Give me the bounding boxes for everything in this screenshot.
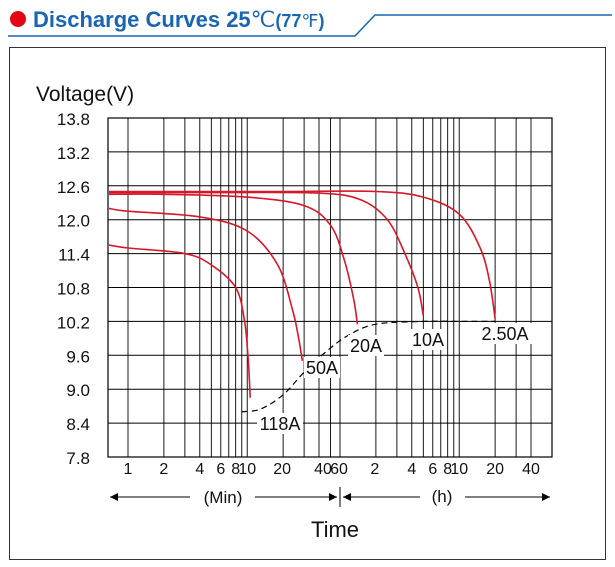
- y-tick-label: 12.0: [57, 212, 90, 231]
- x-tick-label-min: 2: [159, 461, 168, 478]
- y-tick-label: 13.2: [57, 144, 90, 163]
- y-tick-label: 9.0: [66, 381, 90, 400]
- header-temp-f-close: ): [319, 11, 325, 31]
- x-tick-label-min: 40: [314, 461, 332, 478]
- header-title: Discharge Curves 25: [33, 7, 251, 32]
- time-range-indicators: (Min) (h): [110, 487, 550, 507]
- x-tick-label-h: 10: [450, 461, 468, 478]
- series-label: 118A: [260, 414, 301, 434]
- series-label-bg: [304, 357, 340, 378]
- series-label-bg: [348, 335, 384, 356]
- x-tick-label-h: 8: [443, 461, 452, 478]
- x-tick-label-h: 6: [428, 461, 437, 478]
- x-tick-label-min: 10: [238, 461, 256, 478]
- min-range-label: (Min): [204, 488, 243, 507]
- header-bullet-icon: [10, 11, 26, 27]
- y-tick-label: 9.6: [66, 347, 90, 366]
- arrow-left-icon: [110, 493, 118, 501]
- discharge-curves: [108, 190, 496, 413]
- end-voltage-curve: [241, 320, 496, 413]
- series-label: 50A: [306, 358, 338, 378]
- discharge-curve-50a: [108, 207, 304, 362]
- h-range-label: (h): [432, 487, 453, 506]
- y-tick-label: 7.8: [66, 449, 90, 468]
- y-tick-label: 10.8: [57, 280, 90, 299]
- x-tick-label-h: 2: [370, 461, 379, 478]
- x-tick-label-min: 1: [124, 461, 133, 478]
- x-tick-label-min: 6: [216, 461, 225, 478]
- discharge-curve-10a: [108, 191, 425, 316]
- x-tick-label-h: 4: [407, 461, 416, 478]
- header-underline: [8, 14, 612, 37]
- header-temp-c: ℃: [251, 7, 276, 32]
- series-label: 10A: [412, 330, 444, 350]
- grid: [107, 117, 553, 458]
- discharge-curve-20a: [108, 193, 359, 325]
- series-label-bg: [410, 329, 446, 350]
- series-label: 2.50A: [481, 324, 528, 344]
- x-tick-label-min: 60: [330, 461, 348, 478]
- y-tick-label: 12.6: [57, 178, 90, 197]
- header-temp-f-unit: ℉: [301, 11, 318, 31]
- discharge-curve-2-50a: [109, 190, 496, 319]
- series-labels: 118A 50A 20A 10A 2.50A: [257, 323, 533, 434]
- series-label-bg: [477, 323, 533, 344]
- series-label: 20A: [350, 336, 382, 356]
- arrow-right-icon: [542, 493, 550, 501]
- y-tick-label: 11.4: [58, 246, 90, 265]
- discharge-curve-118a: [108, 244, 251, 398]
- y-tick-labels: 13.8 13.2 12.6 12.0 11.4 10.8 10.2 9.6 9.0 8.4 7.8: [57, 110, 90, 468]
- y-tick-label: 10.2: [57, 313, 90, 332]
- x-tick-label-h: 40: [522, 461, 540, 478]
- x-axis-label: Time: [311, 517, 359, 542]
- x-tick-label-min: 20: [273, 461, 291, 478]
- series-label-bg: [257, 413, 303, 434]
- y-axis-label: Voltage(V): [36, 83, 134, 106]
- x-tick-label-min: 4: [195, 461, 204, 478]
- x-tick-label-min: 8: [231, 461, 240, 478]
- chart-header: Discharge Curves 25℃(77℉): [8, 7, 612, 37]
- y-tick-label: 13.8: [57, 110, 90, 129]
- svg-text:Discharge Curves 25℃(77℉): Discharge Curves 25℃(77℉): [33, 7, 325, 32]
- x-tick-label-h: 20: [486, 461, 504, 478]
- y-tick-label: 8.4: [66, 415, 90, 434]
- header-temp-f-open: (77: [275, 11, 301, 31]
- chart-panel: [9, 47, 606, 560]
- arrow-right-icon: [329, 493, 337, 501]
